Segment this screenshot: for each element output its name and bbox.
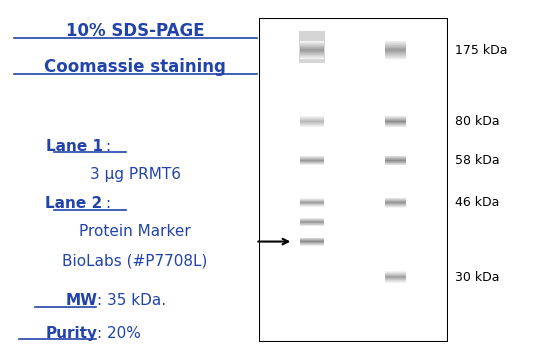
Bar [300,117,325,118]
Bar [300,126,325,127]
Bar [385,57,406,58]
Bar [385,276,406,277]
Bar [300,51,325,52]
Bar [385,44,406,45]
Bar [385,282,406,283]
Bar [300,122,325,123]
Text: Coomassie staining: Coomassie staining [44,58,226,76]
Text: Protein Marker: Protein Marker [79,224,191,239]
Bar [300,42,325,43]
Bar [299,31,325,63]
Bar [300,54,325,55]
Bar [385,278,406,279]
Bar [300,120,325,121]
Bar [385,56,406,57]
Text: 2: 2 [390,0,401,2]
Bar [385,55,406,56]
Bar [385,277,406,278]
Bar [385,46,406,47]
Bar [385,280,406,281]
Bar [385,274,406,275]
Bar [300,49,325,50]
Bar [300,57,325,58]
Bar [300,45,325,46]
Bar [300,41,325,42]
Bar [300,125,325,126]
Bar [385,58,406,59]
Text: : 20%: : 20% [97,326,141,341]
Bar [385,52,406,53]
Bar [300,116,325,117]
Bar [300,118,325,119]
Text: 30 kDa: 30 kDa [455,271,500,284]
Bar [385,273,406,274]
Bar [300,127,325,128]
Bar [300,44,325,45]
Bar [300,58,325,59]
Bar [300,47,325,48]
Text: Lane 2: Lane 2 [45,196,103,211]
Bar [385,53,406,54]
Bar [385,275,406,276]
Bar [300,56,325,57]
Bar [300,50,325,51]
Bar [385,54,406,55]
Bar [300,43,325,44]
Text: 1: 1 [307,0,318,2]
Bar [385,59,406,60]
Bar [385,43,406,44]
Bar [300,123,325,124]
Text: 10% SDS-PAGE: 10% SDS-PAGE [66,22,204,40]
Text: MW: MW [65,293,97,309]
Bar [385,48,406,49]
Bar [385,279,406,280]
Bar [385,271,406,272]
Bar [385,281,406,282]
Bar [385,50,406,51]
Bar [385,41,406,42]
Bar [300,121,325,122]
Text: : 35 kDa.: : 35 kDa. [97,293,166,309]
Text: 46 kDa: 46 kDa [455,196,500,209]
Bar [385,272,406,273]
Bar [300,119,325,120]
Bar [300,52,325,53]
Text: Purity: Purity [45,326,97,341]
Bar [300,124,325,125]
Bar [300,46,325,47]
Text: :: : [105,196,110,211]
Bar [385,45,406,46]
Text: 175 kDa: 175 kDa [455,44,508,57]
Text: Lane 1: Lane 1 [45,139,103,154]
Text: BioLabs (#P7708L): BioLabs (#P7708L) [62,254,208,269]
Text: 80 kDa: 80 kDa [455,115,500,128]
Bar [300,53,325,54]
Bar [385,47,406,48]
Text: 3 μg PRMT6: 3 μg PRMT6 [90,167,180,183]
Bar [385,51,406,52]
Text: 58 kDa: 58 kDa [455,154,500,167]
Bar [300,55,325,56]
Text: :: : [105,139,110,154]
Bar [300,48,325,49]
Bar [385,49,406,50]
Bar [385,42,406,43]
